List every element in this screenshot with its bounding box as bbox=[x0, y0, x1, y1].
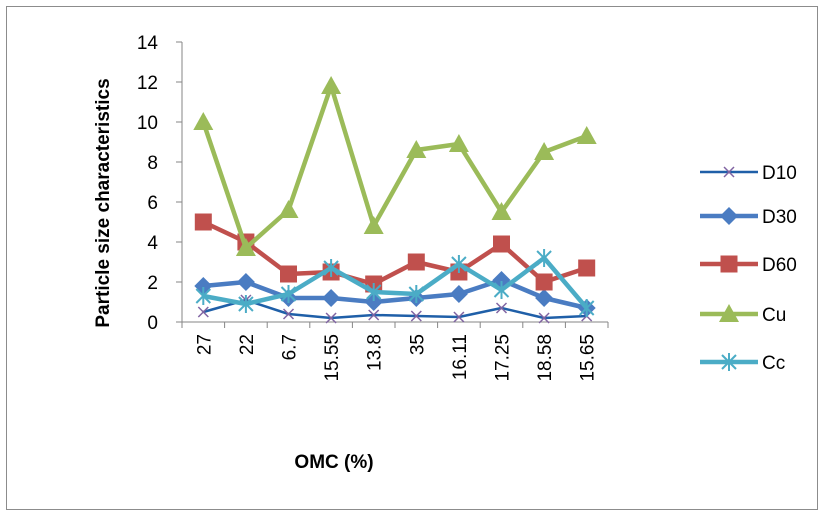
series-line-d60 bbox=[202, 219, 588, 287]
chart-axes: 0 2 4 6 8 10 12 14 27 22 6.7 15.55 13.8 35 16.11 17.25 1… bbox=[137, 33, 609, 382]
x-tick-label: 15.55 bbox=[322, 334, 343, 382]
data-point-d30 bbox=[322, 289, 341, 307]
series-line-d30 bbox=[203, 277, 588, 311]
series-line-d10 bbox=[202, 298, 587, 320]
series-d60 bbox=[194, 213, 596, 293]
x-tick-label: 35 bbox=[407, 334, 428, 355]
y-tick-label: 0 bbox=[147, 313, 158, 334]
y-tick-label: 6 bbox=[147, 193, 158, 214]
data-point-cu bbox=[235, 238, 256, 256]
y-tick-label: 8 bbox=[147, 153, 158, 174]
data-point-cc bbox=[451, 255, 467, 273]
data-point-cu bbox=[193, 112, 214, 130]
data-point-cc bbox=[578, 299, 595, 317]
x-tick-label: 17.25 bbox=[493, 334, 514, 382]
data-point-cu bbox=[406, 140, 427, 158]
data-point-cu bbox=[448, 134, 469, 152]
x-tick-label: 18.58 bbox=[535, 334, 556, 382]
legend-label-cc: Cc bbox=[762, 353, 785, 374]
data-point-cu bbox=[491, 202, 512, 220]
series-line-cc bbox=[202, 255, 589, 310]
legend-label-d60: D60 bbox=[762, 255, 797, 276]
data-point-d60 bbox=[407, 253, 425, 271]
y-tick-label: 10 bbox=[137, 113, 158, 134]
legend-item-cu: Cu bbox=[700, 304, 786, 326]
data-point-cc bbox=[323, 259, 339, 277]
data-point-d30 bbox=[449, 285, 468, 303]
data-point-d30 bbox=[236, 273, 255, 291]
data-point-d10 bbox=[197, 306, 209, 318]
legend-marker-cc bbox=[721, 353, 737, 371]
data-point-d60 bbox=[493, 235, 510, 253]
data-point-cc bbox=[238, 295, 254, 313]
data-point-d10 bbox=[368, 309, 380, 321]
legend-marker-d30 bbox=[720, 207, 738, 225]
data-point-d60 bbox=[535, 273, 553, 291]
data-point-d60 bbox=[194, 213, 212, 231]
y-axis-title: Particle size characteristics bbox=[93, 78, 114, 327]
data-point-d60 bbox=[280, 265, 297, 283]
x-tick-label: 6.7 bbox=[280, 334, 301, 360]
data-point-d10 bbox=[453, 311, 465, 323]
y-tick-label: 2 bbox=[147, 273, 158, 294]
data-point-cu bbox=[534, 142, 555, 160]
legend-label-d10: D10 bbox=[762, 163, 797, 184]
data-point-cc bbox=[280, 285, 297, 303]
data-point-d60 bbox=[578, 259, 596, 277]
data-point-d10 bbox=[495, 302, 508, 314]
series-cu bbox=[193, 76, 597, 256]
x-tick-label: 16.11 bbox=[450, 334, 471, 380]
data-point-cc bbox=[493, 281, 510, 299]
data-point-d30 bbox=[535, 289, 554, 307]
x-tick-label: 22 bbox=[237, 334, 258, 355]
data-point-cu bbox=[321, 76, 342, 94]
legend-item-cc: Cc bbox=[700, 353, 785, 374]
y-tick-label: 4 bbox=[147, 233, 158, 254]
y-tick-label: 14 bbox=[137, 33, 159, 54]
y-tick-label: 12 bbox=[137, 73, 158, 94]
data-point-d10 bbox=[538, 312, 550, 324]
x-axis-title: OMC (%) bbox=[294, 452, 373, 473]
data-point-cu bbox=[363, 216, 384, 234]
x-tick-label: 13.8 bbox=[365, 334, 386, 371]
legend-label-cu: Cu bbox=[762, 305, 786, 326]
legend-item-d30: D30 bbox=[700, 207, 797, 228]
data-point-cc bbox=[536, 249, 552, 267]
chart-legend: D10 D30 D60 Cu Cc bbox=[700, 163, 797, 374]
data-point-d10 bbox=[282, 308, 295, 320]
x-tick-label: 15.65 bbox=[578, 334, 599, 382]
legend-item-d60: D60 bbox=[700, 255, 797, 276]
legend-marker-cu bbox=[719, 304, 739, 322]
legend-item-d10: D10 bbox=[700, 163, 797, 184]
legend-marker-d60 bbox=[720, 255, 738, 273]
x-tick-label: 27 bbox=[194, 334, 215, 355]
data-point-cc bbox=[408, 285, 425, 303]
legend-marker-d10 bbox=[723, 166, 735, 178]
data-point-cc bbox=[195, 287, 212, 305]
data-point-cu bbox=[278, 200, 299, 218]
data-point-d10 bbox=[325, 312, 337, 324]
data-point-d10 bbox=[410, 310, 422, 322]
legend-label-d30: D30 bbox=[762, 207, 797, 228]
series-layer bbox=[193, 76, 597, 324]
data-point-cu bbox=[576, 126, 597, 144]
series-line-cu bbox=[201, 83, 588, 251]
data-point-cc bbox=[365, 283, 382, 301]
series-cc bbox=[195, 249, 595, 317]
